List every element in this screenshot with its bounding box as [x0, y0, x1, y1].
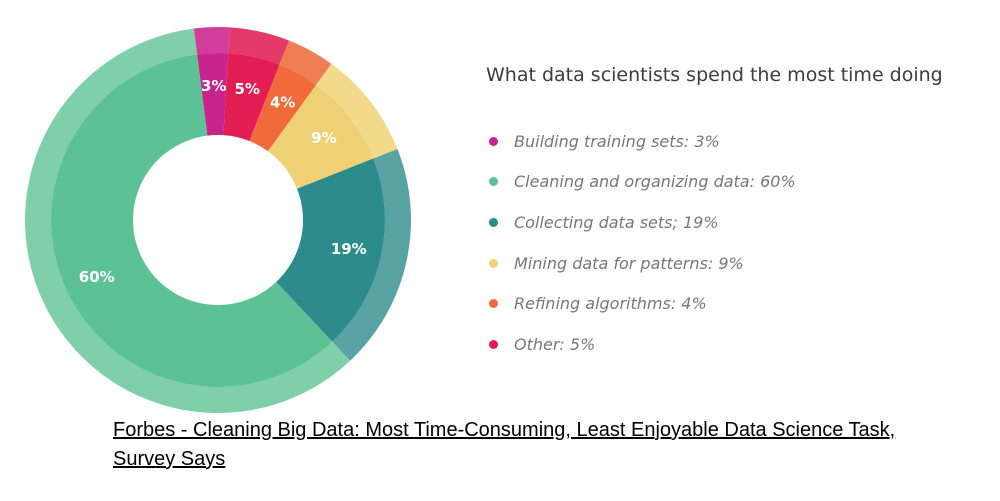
- slice-label-collecting-data-sets: 19%: [331, 240, 367, 258]
- slice-mining-data-for-patterns: [267, 84, 374, 189]
- slice-outer-building-training-sets: [193, 27, 231, 55]
- slice-collecting-data-sets: [276, 158, 386, 342]
- slice-outer-collecting-data-sets: [332, 148, 411, 361]
- slice-label-mining-data-for-patterns: 9%: [311, 129, 336, 147]
- slice-outer-cleaning-and-organizing-data: [24, 28, 351, 414]
- legend-dot-icon: [489, 339, 498, 349]
- legend-label: Building training sets: 3%: [514, 131, 720, 151]
- donut-slices: [24, 27, 411, 414]
- legend-dot-icon: [489, 299, 498, 309]
- slice-label-cleaning-and-organizing-data: 60%: [79, 268, 115, 286]
- slice-label-refining-algorithms: 4%: [270, 94, 295, 112]
- donut-chart: 3% 5% 4% 9% 19% 60%: [24, 27, 411, 414]
- slice-building-training-sets: [197, 53, 229, 136]
- slice-outer-other: [228, 27, 290, 65]
- slice-cleaning-and-organizing-data: [51, 54, 333, 388]
- legend-item-refining-algorithms: Refining algorithms: 4%: [489, 283, 796, 324]
- slice-outer-mining-data-for-patterns: [316, 63, 398, 159]
- legend-dot-icon: [489, 136, 498, 146]
- legend-label: Refining algorithms: 4%: [514, 294, 707, 314]
- slice-labels: 3% 5% 4% 9% 19% 60%: [79, 77, 367, 286]
- slice-other: [223, 53, 280, 141]
- slice-refining-algorithms: [249, 64, 317, 152]
- legend-item-collecting-data-sets: Collecting data sets; 19%: [489, 202, 796, 243]
- legend-dot-icon: [489, 177, 498, 187]
- slice-label-building-training-sets: 3%: [201, 77, 226, 95]
- slice-outer-refining-algorithms: [279, 40, 332, 85]
- legend-label: Collecting data sets; 19%: [514, 212, 719, 232]
- legend-item-cleaning-and-organizing-data: Cleaning and organizing data: 60%: [489, 162, 796, 203]
- legend-item-other: Other: 5%: [489, 324, 796, 365]
- legend-label: Other: 5%: [514, 334, 596, 354]
- legend-dot-icon: [489, 258, 498, 268]
- legend-label: Mining data for patterns: 9%: [514, 253, 744, 273]
- legend-dot-icon: [489, 217, 498, 227]
- chart-legend: Building training sets: 3% Cleaning and o…: [489, 121, 796, 365]
- chart-title: What data scientists spend the most time…: [486, 64, 943, 86]
- source-caption[interactable]: Forbes - Cleaning Big Data: Most Time-Co…: [113, 419, 896, 470]
- legend-label: Cleaning and organizing data: 60%: [514, 172, 796, 192]
- legend-item-building-training-sets: Building training sets: 3%: [489, 121, 796, 162]
- slice-label-other: 5%: [234, 80, 259, 98]
- legend-item-mining-data-for-patterns: Mining data for patterns: 9%: [489, 243, 796, 284]
